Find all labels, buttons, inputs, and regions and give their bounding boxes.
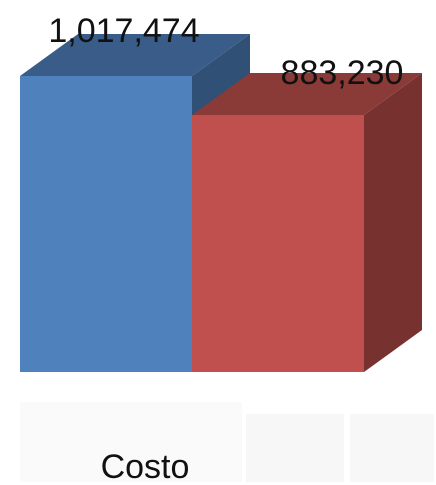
floor-panels — [20, 402, 434, 482]
floor-panel — [20, 402, 242, 482]
bar-top-face — [20, 34, 250, 77]
bar-side-face — [364, 73, 422, 372]
floor-panel — [350, 414, 434, 482]
floor-panel — [246, 414, 344, 482]
labels-layer: 1,017,474 883,230 — [48, 12, 403, 92]
bars-layer — [20, 34, 422, 372]
category-label: Costo — [101, 448, 190, 485]
bar-front-face — [20, 76, 192, 372]
data-label: 1,017,474 — [48, 12, 199, 50]
bar-front-face — [192, 115, 364, 372]
data-label: 883,230 — [281, 54, 404, 92]
bar — [192, 73, 422, 372]
bar-top-face — [192, 73, 422, 116]
